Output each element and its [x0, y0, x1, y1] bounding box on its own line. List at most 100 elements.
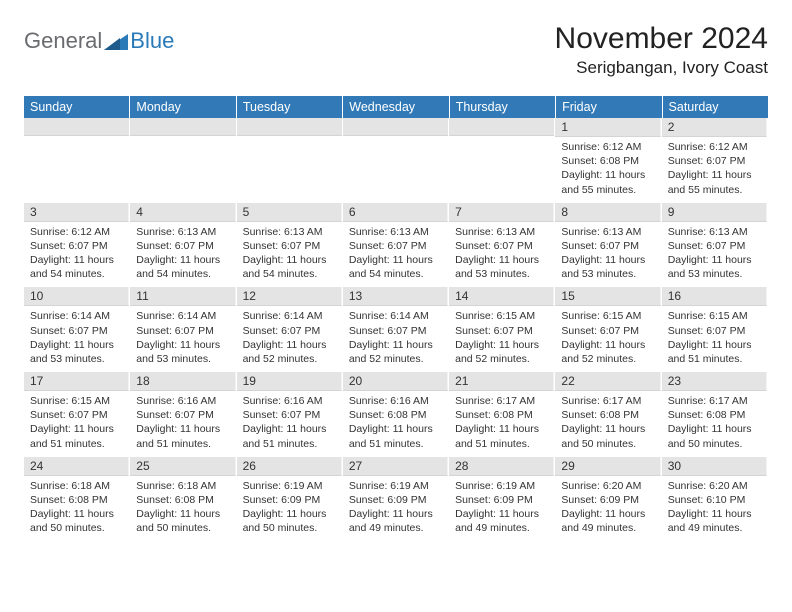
day-number: 29 — [555, 457, 660, 476]
sunset-text: Sunset: 6:07 PM — [455, 239, 548, 253]
day-header: Sunday — [24, 96, 130, 118]
daylight-text: Daylight: 11 hours and 53 minutes. — [668, 253, 761, 281]
day-number: 27 — [343, 457, 448, 476]
sunrise-text: Sunrise: 6:12 AM — [561, 140, 654, 154]
daylight-text: Daylight: 11 hours and 54 minutes. — [30, 253, 123, 281]
sunrise-text: Sunrise: 6:17 AM — [455, 394, 548, 408]
day-cell — [449, 118, 555, 203]
daylight-text: Daylight: 11 hours and 54 minutes. — [349, 253, 442, 281]
day-cell: 15Sunrise: 6:15 AMSunset: 6:07 PMDayligh… — [555, 287, 661, 372]
sunset-text: Sunset: 6:08 PM — [561, 154, 654, 168]
daylight-text: Daylight: 11 hours and 51 minutes. — [455, 422, 548, 450]
day-number: 21 — [449, 372, 554, 391]
sunset-text: Sunset: 6:08 PM — [668, 408, 761, 422]
daylight-text: Daylight: 11 hours and 51 minutes. — [668, 338, 761, 366]
day-number: 26 — [237, 457, 342, 476]
sunset-text: Sunset: 6:08 PM — [455, 408, 548, 422]
day-number: 5 — [237, 203, 342, 222]
sunrise-text: Sunrise: 6:19 AM — [349, 479, 442, 493]
day-number: 16 — [662, 287, 767, 306]
sunset-text: Sunset: 6:07 PM — [668, 239, 761, 253]
sunset-text: Sunset: 6:07 PM — [136, 239, 229, 253]
day-body: Sunrise: 6:12 AMSunset: 6:07 PMDaylight:… — [24, 222, 129, 288]
day-header: Saturday — [663, 96, 768, 118]
day-cell: 16Sunrise: 6:15 AMSunset: 6:07 PMDayligh… — [662, 287, 768, 372]
week-row: 10Sunrise: 6:14 AMSunset: 6:07 PMDayligh… — [24, 287, 768, 372]
sunset-text: Sunset: 6:07 PM — [243, 239, 336, 253]
sunrise-text: Sunrise: 6:12 AM — [668, 140, 761, 154]
day-body: Sunrise: 6:13 AMSunset: 6:07 PMDaylight:… — [555, 222, 660, 288]
sunset-text: Sunset: 6:07 PM — [668, 154, 761, 168]
daylight-text: Daylight: 11 hours and 50 minutes. — [561, 422, 654, 450]
sunrise-text: Sunrise: 6:16 AM — [243, 394, 336, 408]
sunset-text: Sunset: 6:08 PM — [349, 408, 442, 422]
title-block: November 2024 Serigbangan, Ivory Coast — [555, 22, 768, 78]
sunrise-text: Sunrise: 6:13 AM — [668, 225, 761, 239]
day-cell: 6Sunrise: 6:13 AMSunset: 6:07 PMDaylight… — [343, 203, 449, 288]
day-cell: 30Sunrise: 6:20 AMSunset: 6:10 PMDayligh… — [662, 457, 768, 542]
daylight-text: Daylight: 11 hours and 53 minutes. — [30, 338, 123, 366]
day-number: 4 — [130, 203, 235, 222]
sunrise-text: Sunrise: 6:18 AM — [30, 479, 123, 493]
day-body: Sunrise: 6:15 AMSunset: 6:07 PMDaylight:… — [555, 306, 660, 372]
daylight-text: Daylight: 11 hours and 51 minutes. — [30, 422, 123, 450]
day-body: Sunrise: 6:17 AMSunset: 6:08 PMDaylight:… — [555, 391, 660, 457]
daylight-text: Daylight: 11 hours and 49 minutes. — [455, 507, 548, 535]
day-body: Sunrise: 6:20 AMSunset: 6:10 PMDaylight:… — [662, 476, 767, 542]
day-body: Sunrise: 6:12 AMSunset: 6:08 PMDaylight:… — [555, 137, 660, 203]
day-cell: 18Sunrise: 6:16 AMSunset: 6:07 PMDayligh… — [130, 372, 236, 457]
sunset-text: Sunset: 6:07 PM — [30, 324, 123, 338]
week-row: 3Sunrise: 6:12 AMSunset: 6:07 PMDaylight… — [24, 203, 768, 288]
day-cell: 27Sunrise: 6:19 AMSunset: 6:09 PMDayligh… — [343, 457, 449, 542]
day-body: Sunrise: 6:14 AMSunset: 6:07 PMDaylight:… — [237, 306, 342, 372]
day-body: Sunrise: 6:15 AMSunset: 6:07 PMDaylight:… — [24, 391, 129, 457]
daylight-text: Daylight: 11 hours and 50 minutes. — [30, 507, 123, 535]
weeks-container: 1Sunrise: 6:12 AMSunset: 6:08 PMDaylight… — [24, 118, 768, 541]
week-row: 1Sunrise: 6:12 AMSunset: 6:08 PMDaylight… — [24, 118, 768, 203]
sunrise-text: Sunrise: 6:19 AM — [455, 479, 548, 493]
day-cell: 17Sunrise: 6:15 AMSunset: 6:07 PMDayligh… — [24, 372, 130, 457]
day-body: Sunrise: 6:18 AMSunset: 6:08 PMDaylight:… — [130, 476, 235, 542]
sunrise-text: Sunrise: 6:13 AM — [349, 225, 442, 239]
empty-day-bar — [343, 118, 448, 136]
sunset-text: Sunset: 6:08 PM — [30, 493, 123, 507]
daylight-text: Daylight: 11 hours and 53 minutes. — [136, 338, 229, 366]
day-header: Tuesday — [237, 96, 343, 118]
sunrise-text: Sunrise: 6:17 AM — [561, 394, 654, 408]
sunset-text: Sunset: 6:07 PM — [561, 324, 654, 338]
day-body: Sunrise: 6:18 AMSunset: 6:08 PMDaylight:… — [24, 476, 129, 542]
logo: General Blue — [24, 22, 174, 54]
day-header: Wednesday — [343, 96, 449, 118]
day-cell: 4Sunrise: 6:13 AMSunset: 6:07 PMDaylight… — [130, 203, 236, 288]
day-cell: 11Sunrise: 6:14 AMSunset: 6:07 PMDayligh… — [130, 287, 236, 372]
sunset-text: Sunset: 6:10 PM — [668, 493, 761, 507]
day-cell: 7Sunrise: 6:13 AMSunset: 6:07 PMDaylight… — [449, 203, 555, 288]
daylight-text: Daylight: 11 hours and 53 minutes. — [455, 253, 548, 281]
day-body: Sunrise: 6:15 AMSunset: 6:07 PMDaylight:… — [449, 306, 554, 372]
sunset-text: Sunset: 6:07 PM — [668, 324, 761, 338]
sunset-text: Sunset: 6:09 PM — [349, 493, 442, 507]
day-cell: 8Sunrise: 6:13 AMSunset: 6:07 PMDaylight… — [555, 203, 661, 288]
sunset-text: Sunset: 6:07 PM — [136, 408, 229, 422]
daylight-text: Daylight: 11 hours and 49 minutes. — [668, 507, 761, 535]
sunset-text: Sunset: 6:07 PM — [30, 408, 123, 422]
sunset-text: Sunset: 6:07 PM — [136, 324, 229, 338]
sunset-text: Sunset: 6:07 PM — [243, 408, 336, 422]
day-cell — [130, 118, 236, 203]
day-header-row: SundayMondayTuesdayWednesdayThursdayFrid… — [24, 96, 768, 118]
day-cell: 2Sunrise: 6:12 AMSunset: 6:07 PMDaylight… — [662, 118, 768, 203]
day-number: 15 — [555, 287, 660, 306]
day-cell: 25Sunrise: 6:18 AMSunset: 6:08 PMDayligh… — [130, 457, 236, 542]
day-header: Friday — [556, 96, 662, 118]
day-body: Sunrise: 6:12 AMSunset: 6:07 PMDaylight:… — [662, 137, 767, 203]
daylight-text: Daylight: 11 hours and 52 minutes. — [561, 338, 654, 366]
daylight-text: Daylight: 11 hours and 53 minutes. — [561, 253, 654, 281]
sunrise-text: Sunrise: 6:19 AM — [243, 479, 336, 493]
sunrise-text: Sunrise: 6:20 AM — [668, 479, 761, 493]
daylight-text: Daylight: 11 hours and 54 minutes. — [136, 253, 229, 281]
day-cell: 20Sunrise: 6:16 AMSunset: 6:08 PMDayligh… — [343, 372, 449, 457]
sunset-text: Sunset: 6:09 PM — [561, 493, 654, 507]
day-cell: 29Sunrise: 6:20 AMSunset: 6:09 PMDayligh… — [555, 457, 661, 542]
day-body: Sunrise: 6:14 AMSunset: 6:07 PMDaylight:… — [130, 306, 235, 372]
day-cell: 28Sunrise: 6:19 AMSunset: 6:09 PMDayligh… — [449, 457, 555, 542]
